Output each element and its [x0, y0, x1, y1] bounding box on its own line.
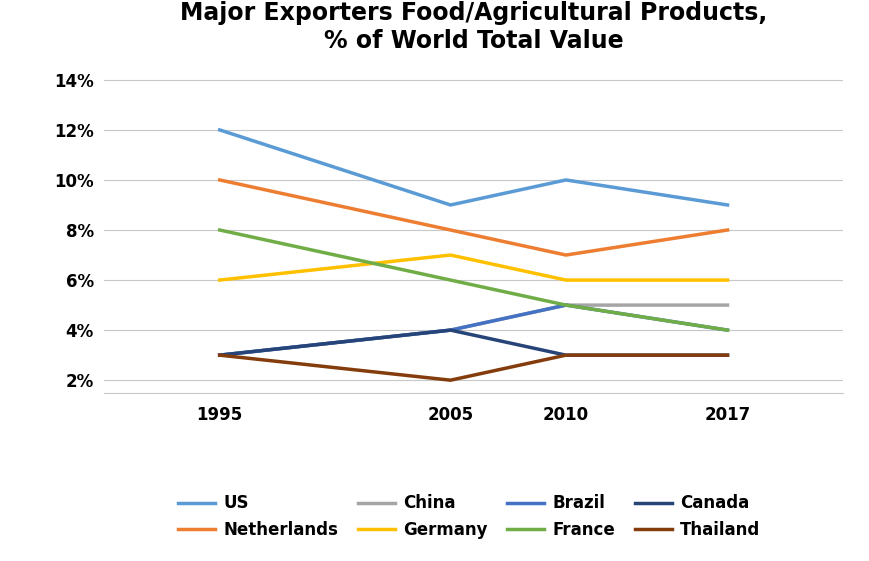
Legend: US, Netherlands, China, Germany, Brazil, France, Canada, Thailand: US, Netherlands, China, Germany, Brazil,… — [169, 486, 769, 547]
Title: Major Exporters Food/Agricultural Products,
% of World Total Value: Major Exporters Food/Agricultural Produc… — [180, 1, 767, 53]
